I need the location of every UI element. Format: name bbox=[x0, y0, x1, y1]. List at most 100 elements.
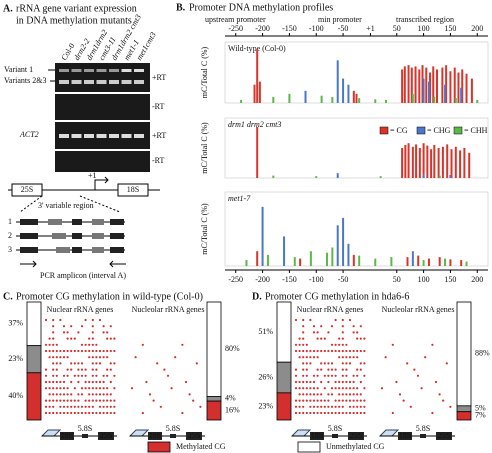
cg-dot bbox=[341, 343, 344, 346]
cg-dot bbox=[70, 411, 73, 415]
cg-dot bbox=[95, 362, 98, 365]
cg-dot bbox=[163, 368, 166, 371]
cg-dot bbox=[327, 331, 330, 334]
cg-dot bbox=[55, 380, 58, 384]
cg-dot bbox=[323, 337, 326, 340]
cg-dot bbox=[356, 374, 359, 377]
cg-dot bbox=[298, 387, 301, 390]
cg-dot bbox=[341, 387, 344, 390]
cg-dot bbox=[323, 411, 326, 415]
cg-dot bbox=[391, 411, 394, 415]
cg-dot bbox=[106, 411, 109, 415]
cg-dot bbox=[109, 399, 112, 402]
cg-dot bbox=[73, 349, 76, 353]
legend-label: Methylated CG bbox=[176, 442, 226, 451]
x-tick-label: -150 bbox=[282, 275, 297, 284]
cg-dot bbox=[109, 405, 112, 408]
x-tick-label: 200 bbox=[471, 24, 483, 33]
x-tick-label: 150 bbox=[444, 275, 456, 284]
cg-dot bbox=[95, 380, 98, 384]
repeat bbox=[52, 233, 66, 239]
cg-dot bbox=[363, 387, 366, 390]
cg-dot bbox=[62, 405, 66, 408]
cg-dot bbox=[334, 349, 337, 353]
cg-dot bbox=[320, 399, 323, 402]
cg-dot bbox=[55, 362, 58, 365]
methylation-bar bbox=[293, 257, 296, 266]
cg-dot bbox=[334, 368, 337, 371]
cg-dot bbox=[338, 405, 341, 408]
cg-dot bbox=[323, 349, 326, 353]
cg-dot bbox=[330, 325, 334, 328]
profile-title: drm1 drm2 cmt3 bbox=[228, 120, 281, 129]
band bbox=[59, 69, 69, 72]
methylation-bar bbox=[418, 69, 421, 103]
cg-dot bbox=[309, 405, 312, 408]
methylation-bar bbox=[441, 67, 444, 103]
cg-dot bbox=[55, 411, 58, 415]
cg-dot bbox=[338, 393, 341, 396]
region-label: upstream promoter bbox=[205, 15, 266, 24]
legend-swatch bbox=[147, 441, 171, 453]
cg-dot bbox=[109, 362, 112, 365]
cg-dot bbox=[298, 399, 301, 402]
methylation-bar bbox=[430, 149, 433, 178]
methylation-bar bbox=[261, 206, 264, 266]
cg-dot bbox=[298, 411, 301, 415]
methylation-bar bbox=[272, 96, 275, 103]
group-title: Nucleolar rRNA genes bbox=[132, 305, 205, 314]
panel-title: in DNA methylation mutants bbox=[16, 15, 132, 26]
cg-dot bbox=[52, 356, 55, 359]
cg-dot bbox=[113, 349, 116, 353]
repeat bbox=[92, 233, 104, 239]
cg-dot bbox=[348, 349, 352, 353]
cg-dot bbox=[66, 337, 69, 340]
methylation-bar bbox=[449, 71, 452, 103]
methylation-bar bbox=[449, 175, 452, 178]
cg-dot bbox=[309, 387, 312, 390]
cg-dot bbox=[338, 380, 341, 384]
cg-dot bbox=[298, 337, 301, 340]
methylation-bar bbox=[437, 148, 440, 178]
cg-dot bbox=[352, 325, 355, 328]
methylation-bar bbox=[450, 149, 453, 178]
methylation-segment bbox=[276, 301, 292, 363]
percent-label: 5% bbox=[475, 404, 486, 413]
cg-dot bbox=[330, 387, 334, 390]
group-title: Nucleolar rRNA genes bbox=[382, 305, 455, 314]
cg-dot bbox=[294, 380, 298, 384]
cg-dot bbox=[345, 356, 348, 359]
cg-dot bbox=[91, 368, 94, 371]
cg-dot bbox=[102, 411, 105, 415]
cg-dot bbox=[48, 399, 51, 402]
plot-frame bbox=[224, 191, 489, 267]
methylation-segment bbox=[456, 411, 472, 421]
cg-dot bbox=[62, 325, 66, 328]
cg-dot bbox=[70, 399, 73, 402]
band bbox=[59, 80, 69, 84]
methylation-bar bbox=[426, 145, 429, 178]
band bbox=[71, 69, 82, 72]
percent-label: 88% bbox=[475, 349, 490, 358]
methylation-bar bbox=[347, 84, 350, 103]
region-label: transcribed region bbox=[396, 15, 454, 24]
cg-dot bbox=[77, 393, 80, 396]
cg-dot bbox=[348, 387, 352, 390]
cg-dot bbox=[66, 399, 69, 402]
cg-dot bbox=[327, 374, 330, 377]
cg-dot bbox=[48, 387, 51, 390]
cg-dot bbox=[80, 387, 84, 390]
cg-dot bbox=[316, 356, 319, 359]
methylation-bar bbox=[460, 87, 463, 103]
methylation-bar bbox=[421, 65, 424, 103]
cg-dot bbox=[316, 374, 319, 377]
cg-dot bbox=[109, 380, 112, 384]
band bbox=[96, 69, 107, 72]
cg-dot bbox=[294, 399, 298, 402]
gene-box bbox=[186, 432, 202, 440]
profile-title: Wild-type (Col-0) bbox=[228, 44, 286, 53]
cg-dot bbox=[302, 318, 305, 322]
cg-dot bbox=[77, 399, 80, 402]
methylation-bar bbox=[258, 81, 261, 103]
methylation-bar bbox=[407, 65, 410, 103]
